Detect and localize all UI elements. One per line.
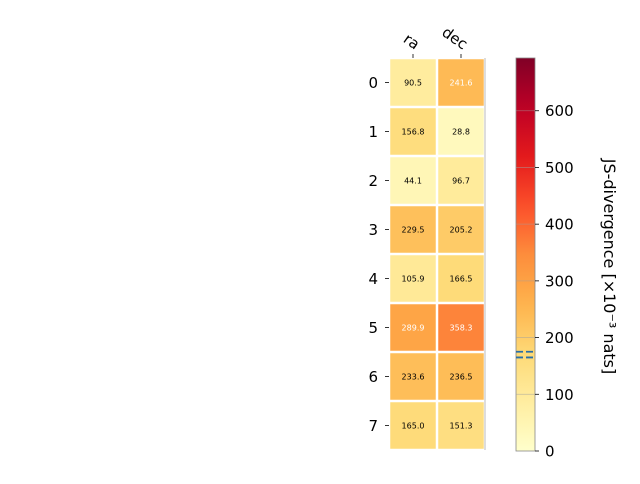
cell-value-label: 236.5 (450, 373, 473, 382)
heatmap-cell (390, 206, 436, 253)
row-tick-label: 0 (368, 74, 378, 92)
colorbar-label: JS-divergence [×10⁻³ nats] (600, 158, 619, 374)
cell-value-label: 289.9 (402, 324, 425, 333)
colorbar-tick-label: 500 (545, 159, 574, 177)
cell-value-label: 151.3 (450, 422, 473, 431)
heatmap-cell (390, 108, 436, 155)
column-tick-label: ra (400, 30, 423, 54)
cell-value-label: 44.1 (404, 177, 422, 186)
heatmap-cell (438, 108, 484, 155)
cell-value-label: 166.5 (450, 275, 473, 284)
heatmap-cell (438, 255, 484, 302)
cell-value-label: 241.6 (450, 79, 473, 88)
heatmap-cell (438, 304, 484, 351)
cell-value-label: 96.7 (452, 177, 470, 186)
cell-value-label: 105.9 (402, 275, 425, 284)
colorbar-tick-label: 400 (545, 216, 574, 234)
heatmap-cell (390, 157, 436, 204)
heatmap-cells: 90.5 241.6 156.8 28.8 44.1 96.7 229.5 205.2 105.… (390, 59, 484, 449)
row-tick-label: 1 (368, 123, 378, 141)
heatmap-cell (438, 206, 484, 253)
heatmap-cell (438, 402, 484, 449)
column-tick-label: dec (439, 23, 471, 53)
cell-value-label: 205.2 (450, 226, 473, 235)
cell-value-label: 156.8 (402, 128, 425, 137)
heatmap-cell (390, 353, 436, 400)
cell-value-label: 233.6 (402, 373, 425, 382)
row-tick-label: 7 (368, 417, 378, 435)
heatmap-cell (438, 353, 484, 400)
heatmap-cell (438, 157, 484, 204)
row-tick-label: 5 (368, 319, 378, 337)
row-tick-label: 3 (368, 221, 378, 239)
colorbar: 0 100 200 300 400 500 600 JS-divergence [×10⁻³ … (515, 57, 619, 461)
column-tick-labels: ra dec (400, 23, 471, 58)
colorbar-tick-label: 200 (545, 329, 574, 347)
cell-value-label: 358.3 (450, 324, 473, 333)
colorbar-gradient (515, 57, 536, 452)
heatmap-cell (390, 255, 436, 302)
colorbar-tick-label: 100 (545, 386, 574, 404)
row-tick-label: 6 (368, 368, 378, 386)
colorbar-tick-label: 600 (545, 102, 574, 120)
row-tick-label: 2 (368, 172, 378, 190)
row-tick-labels: 0 1 2 3 4 5 6 7 (368, 74, 389, 435)
heatmap-cell (390, 304, 436, 351)
cell-value-label: 165.0 (402, 422, 425, 431)
cell-value-label: 229.5 (402, 226, 425, 235)
heatmap-cell (390, 59, 436, 106)
cell-value-label: 90.5 (404, 79, 422, 88)
row-tick-label: 4 (368, 270, 378, 288)
colorbar-tick-label: 300 (545, 272, 574, 290)
colorbar-tick-label: 0 (545, 443, 555, 461)
heatmap-cell (390, 402, 436, 449)
heatmap-cell (438, 59, 484, 106)
cell-value-label: 28.8 (452, 128, 470, 137)
